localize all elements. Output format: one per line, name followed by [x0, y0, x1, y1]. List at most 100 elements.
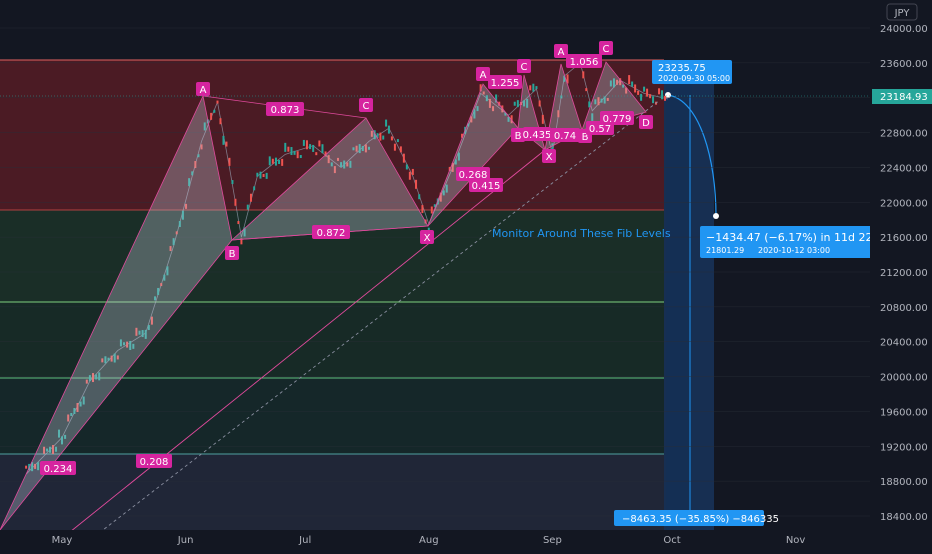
candle — [92, 373, 95, 383]
candle — [330, 162, 333, 167]
candle — [67, 414, 70, 422]
candle — [113, 353, 116, 363]
svg-text:1.255: 1.255 — [491, 78, 520, 89]
candle — [213, 109, 216, 113]
candle — [529, 85, 532, 91]
candle — [433, 204, 436, 208]
candle — [445, 184, 448, 193]
candle — [293, 150, 296, 155]
candle — [284, 142, 287, 152]
svg-text:D: D — [642, 118, 650, 129]
candle — [157, 287, 160, 295]
ratio-label-0234: 0.234 — [40, 461, 76, 475]
point-c-1: C — [359, 98, 373, 112]
candle — [70, 412, 73, 416]
candle — [606, 97, 609, 101]
candle — [557, 110, 560, 118]
candle — [31, 462, 34, 472]
candle — [510, 115, 513, 124]
x-tick-label: May — [52, 535, 73, 546]
y-tick-label: 19200.00 — [880, 442, 928, 453]
candle — [634, 84, 637, 93]
x-tick-label: Aug — [419, 535, 439, 546]
candle — [430, 206, 433, 214]
svg-text:0.435: 0.435 — [523, 130, 552, 141]
candle — [95, 374, 98, 380]
y-tick-label: 19600.00 — [880, 407, 928, 418]
candle — [563, 75, 566, 82]
candle — [52, 445, 55, 455]
candle — [454, 159, 457, 165]
candle — [268, 156, 271, 166]
candle — [507, 116, 510, 122]
candle — [349, 160, 352, 168]
candle — [652, 96, 655, 104]
candle — [172, 238, 175, 246]
candle — [393, 143, 396, 151]
candle — [612, 78, 615, 88]
y-tick-label: 22800.00 — [880, 129, 928, 140]
y-tick-label: 20400.00 — [880, 338, 928, 349]
candle — [470, 116, 473, 123]
candle — [116, 355, 119, 360]
projection-top-box: 23235.75 2020-09-30 05:00 — [652, 60, 732, 84]
candle — [408, 171, 411, 180]
candle — [628, 75, 631, 85]
candle — [231, 180, 234, 185]
candle — [154, 296, 157, 301]
y-tick-label: 18800.00 — [880, 477, 928, 488]
candle — [367, 146, 370, 150]
ratio-label-0872: 0.872 — [312, 225, 350, 239]
candle — [228, 157, 231, 166]
time-axis[interactable]: May Jun Jul Aug Sep Oct Nov — [0, 530, 932, 550]
svg-text:0.208: 0.208 — [140, 457, 169, 468]
candle — [373, 130, 376, 140]
candle — [619, 78, 622, 86]
candle — [178, 221, 181, 228]
projection-band — [664, 60, 719, 542]
candle — [302, 139, 305, 146]
candle — [442, 190, 445, 196]
candle — [281, 158, 284, 166]
candle — [498, 101, 501, 106]
candle — [390, 136, 393, 141]
candle — [98, 372, 101, 381]
candle — [361, 145, 364, 151]
point-x-2: X — [542, 149, 556, 163]
price-axis[interactable]: 24000.0023600.0023200.0022800.0022400.00… — [870, 0, 932, 530]
x-tick-label: Nov — [786, 535, 806, 546]
candle — [312, 144, 315, 152]
candle — [588, 101, 591, 108]
x-tick-label: Oct — [663, 535, 680, 546]
pattern-labels: A B C X A B C X A B C D 0.873 0.872 0.26… — [40, 41, 653, 475]
candle — [513, 101, 516, 106]
svg-text:0.415: 0.415 — [472, 181, 501, 192]
candle — [411, 168, 414, 175]
svg-text:A: A — [480, 70, 487, 81]
candle — [594, 99, 597, 105]
candle — [333, 166, 336, 174]
ratio-label-0435: 0.435 — [523, 127, 552, 141]
candle — [427, 227, 430, 232]
candle — [194, 161, 197, 169]
candle — [262, 174, 265, 178]
candle — [616, 79, 619, 85]
currency-badge[interactable]: JPY — [886, 3, 918, 21]
candle — [55, 446, 58, 452]
candle — [318, 140, 321, 147]
candle — [315, 152, 318, 156]
projection-top-value: 23235.75 — [658, 63, 706, 74]
candle — [197, 154, 200, 158]
projection-top-date: 2020-09-30 05:00 — [658, 74, 730, 83]
candle — [101, 358, 104, 363]
point-d-3: D — [639, 115, 653, 129]
y-tick-label: 20800.00 — [880, 303, 928, 314]
candle — [591, 113, 594, 123]
point-b-1: B — [225, 246, 239, 260]
candle — [523, 100, 526, 107]
svg-text:A: A — [558, 47, 565, 58]
candle — [271, 158, 274, 164]
projection-target-box: −1434.47 (−6.17%) in 11d 22h 21801.29 20… — [700, 226, 879, 258]
